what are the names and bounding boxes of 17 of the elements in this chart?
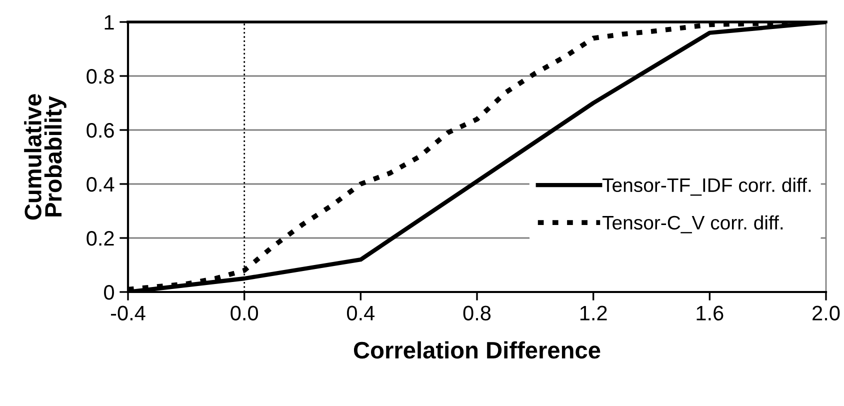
y-axis-title: Cumulative Probability [24, 94, 66, 220]
x-tick-label: 0.4 [347, 306, 375, 320]
x-tick-label: 1.2 [580, 306, 607, 320]
legend-label: Tensor-C_V corr. diff. [602, 215, 783, 234]
x-tick-label: 0.0 [230, 306, 258, 320]
y-tick-label: 0.6 [86, 123, 114, 138]
y-tick-label: 0.8 [86, 69, 114, 84]
x-axis-title: Correlation Difference [354, 341, 600, 359]
y-tick-label: 0.2 [86, 231, 114, 246]
x-tick-label: 0.8 [463, 306, 491, 320]
y-tick-label: 1 [104, 15, 114, 30]
x-tick-label: -0.4 [110, 306, 146, 320]
x-tick-label: 2.0 [812, 306, 840, 320]
y-tick-label: 0 [104, 285, 114, 300]
legend-label: Tensor-TF_IDF corr. diff. [602, 178, 811, 196]
y-tick-label: 0.4 [86, 177, 114, 192]
x-tick-label: 1.6 [696, 306, 724, 320]
